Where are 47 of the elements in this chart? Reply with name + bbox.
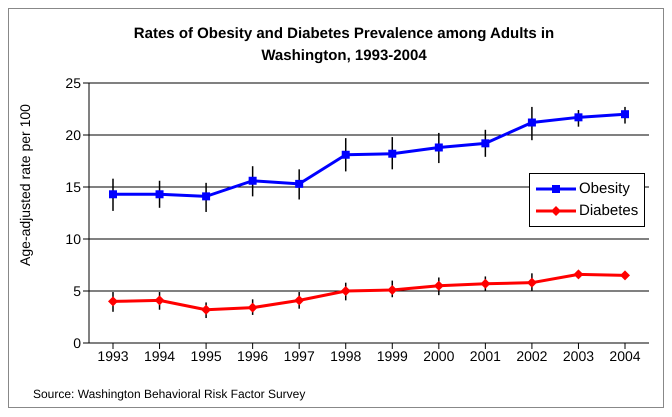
x-tick-label: 1998 [330,348,362,364]
point [621,110,629,118]
point [108,296,118,306]
x-tick-label: 2003 [562,348,594,364]
point [202,192,210,200]
point [154,295,165,306]
point [294,295,304,306]
y-tick-label: 0 [73,334,82,351]
chart-title: Rates of Obesity and Diabetes Prevalence among Adults in Washington, 1993-2004 [132,24,556,66]
point [574,113,582,122]
x-tick-label: 2001 [470,348,502,364]
source-note: Source: Washington Behavioral Risk Factor Survey [33,387,306,401]
x-tick-label: 1995 [190,348,222,364]
x-tick-label: 1993 [97,348,129,364]
point [109,190,117,198]
point [620,270,630,280]
x-tick-label: 2000 [423,348,455,364]
point [248,302,258,313]
point [248,176,257,185]
y-tick-label: 10 [65,230,82,247]
point [573,269,584,280]
point [340,286,351,296]
point [528,118,536,127]
point [526,278,537,288]
y-tick-label: 25 [65,74,82,91]
y-tick-label: 20 [65,126,82,143]
y-tick-label: 5 [73,282,82,299]
point [388,150,396,158]
point [342,150,350,159]
x-tick-label: 2004 [609,348,641,364]
x-tick-label: 1996 [237,348,268,364]
x-tick-label: 1999 [376,348,408,364]
point [201,304,212,315]
point [480,278,490,289]
y-tick-label: 15 [65,178,82,195]
legend-label: Obesity [579,179,630,199]
point [434,280,444,291]
x-tick-label: 2002 [516,348,548,364]
x-tick-label: 1997 [284,348,315,364]
point [156,190,164,198]
legend-label: Diabetes [579,201,638,221]
point [387,284,398,295]
point [481,139,490,148]
x-tick-label: 1994 [144,348,176,364]
point [434,143,443,152]
point [295,180,304,188]
y-axis-title: Age-adjusted rate per 100 [17,104,33,266]
